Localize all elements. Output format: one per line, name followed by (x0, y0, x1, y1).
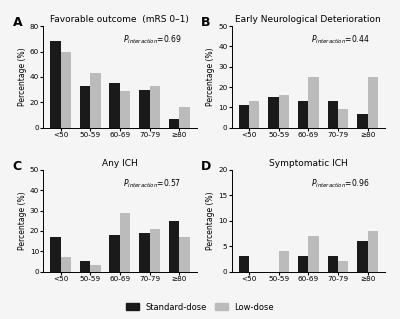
Bar (268, 97, 279, 128)
Bar (50, 237, 60, 271)
Bar (338, 261, 348, 271)
Bar (249, 101, 259, 128)
Y-axis label: Percentage (%): Percentage (%) (18, 191, 27, 250)
Text: C: C (12, 160, 22, 173)
Y-axis label: Percentage (%): Percentage (%) (18, 48, 27, 106)
Bar (169, 119, 179, 128)
Bar (50, 41, 60, 128)
Bar (120, 212, 130, 271)
Bar (139, 233, 150, 271)
Bar (179, 237, 190, 271)
Bar (328, 256, 338, 271)
Bar (338, 109, 348, 128)
Text: $P_{interaction}$=0.44: $P_{interaction}$=0.44 (311, 33, 370, 46)
Bar (328, 101, 338, 128)
Text: $P_{interaction}$=0.69: $P_{interaction}$=0.69 (123, 33, 182, 46)
Title: Any ICH: Any ICH (102, 159, 138, 168)
Y-axis label: Percentage (%): Percentage (%) (206, 48, 216, 106)
Text: B: B (201, 16, 210, 29)
Bar (110, 83, 120, 128)
Title: Early Neurological Deterioration: Early Neurological Deterioration (236, 15, 381, 24)
Bar (110, 235, 120, 271)
Bar (150, 86, 160, 128)
Bar (60, 52, 71, 128)
Bar (368, 231, 378, 271)
Bar (368, 77, 378, 128)
Bar (298, 101, 308, 128)
Bar (60, 257, 71, 271)
Bar (357, 114, 368, 128)
Bar (90, 265, 100, 271)
Title: Favorable outcome  (mRS 0–1): Favorable outcome (mRS 0–1) (50, 15, 189, 24)
Text: $P_{interaction}$=0.96: $P_{interaction}$=0.96 (311, 177, 370, 189)
Legend: Standard-dose, Low-dose: Standard-dose, Low-dose (123, 299, 277, 315)
Bar (139, 90, 150, 128)
Text: D: D (201, 160, 211, 173)
Bar (80, 86, 90, 128)
Bar (150, 229, 160, 271)
Bar (179, 108, 190, 128)
Bar (279, 251, 289, 271)
Text: A: A (12, 16, 22, 29)
Bar (279, 95, 289, 128)
Title: Symptomatic ICH: Symptomatic ICH (269, 159, 348, 168)
Y-axis label: Percentage (%): Percentage (%) (206, 191, 216, 250)
Text: $P_{interaction}$=0.57: $P_{interaction}$=0.57 (123, 177, 181, 189)
Bar (298, 256, 308, 271)
Bar (308, 236, 319, 271)
Bar (239, 256, 249, 271)
Bar (80, 261, 90, 271)
Bar (169, 221, 179, 271)
Bar (357, 241, 368, 271)
Bar (239, 105, 249, 128)
Bar (120, 91, 130, 128)
Bar (90, 73, 100, 128)
Bar (308, 77, 319, 128)
